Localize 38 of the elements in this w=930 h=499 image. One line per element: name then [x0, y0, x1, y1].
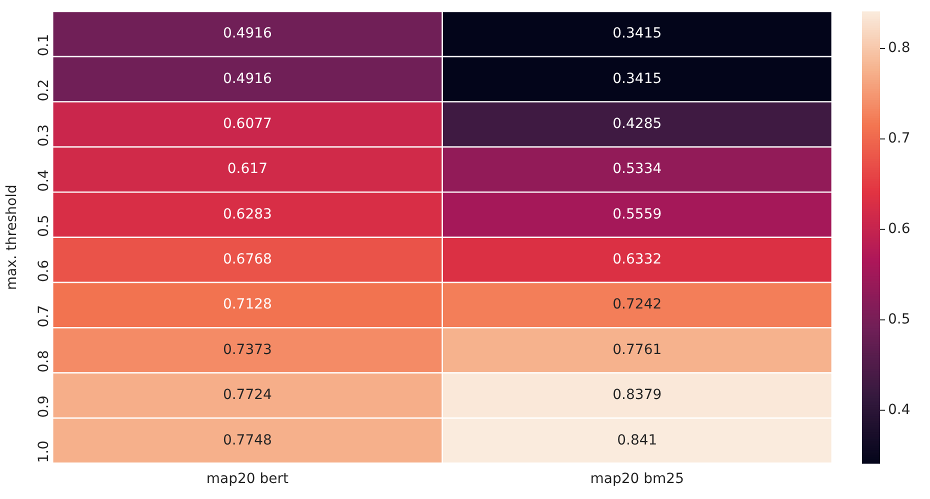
- data-label: 0.4916: [222, 70, 272, 87]
- color-bar-label: 0.4: [888, 402, 910, 418]
- data-label: 0.7724: [222, 387, 272, 404]
- data-label: 0.5334: [612, 161, 662, 178]
- data-label: 0.6077: [222, 116, 272, 132]
- color-bar-label: 0.7: [888, 130, 910, 147]
- color-bar-label: 0.6: [888, 221, 910, 238]
- x-tick-label: map20 bm25: [590, 471, 684, 488]
- data-label: 0.6283: [222, 206, 272, 222]
- y-tick-label: 0.2: [36, 79, 52, 102]
- data-label: 0.6768: [222, 252, 272, 268]
- y-axis-title: max. threshold: [4, 184, 20, 290]
- data-label: 0.7748: [222, 432, 272, 448]
- color-bar-label: 0.8: [888, 40, 910, 56]
- data-label: 0.7373: [222, 342, 272, 358]
- y-tick-label: 0.9: [36, 395, 52, 418]
- data-label: 0.7128: [222, 296, 272, 313]
- data-label: 0.8379: [612, 387, 662, 404]
- data-label: 0.617: [227, 161, 268, 178]
- data-label: 0.841: [617, 432, 658, 448]
- data-label: 0.4285: [612, 116, 662, 132]
- y-tick-label: 0.3: [36, 124, 52, 147]
- data-label: 0.5559: [612, 206, 662, 222]
- data-label: 0.7761: [612, 342, 662, 358]
- data-label: 0.3415: [612, 26, 662, 42]
- y-tick-label: 1.0: [36, 440, 52, 463]
- y-tick-label: 0.8: [36, 350, 52, 373]
- x-tick-label: map20 bert: [206, 471, 290, 488]
- y-tick-label: 0.6: [36, 260, 52, 282]
- y-tick-label: 0.7: [36, 305, 52, 328]
- data-label: 0.6332: [612, 252, 662, 268]
- y-tick-label: 0.4: [36, 169, 52, 192]
- color-bar-label: 0.5: [888, 311, 910, 328]
- data-label: 0.3415: [612, 70, 662, 87]
- data-label: 0.7242: [612, 296, 662, 313]
- data-label: 0.4916: [222, 26, 272, 42]
- y-tick-label: 0.1: [36, 34, 52, 56]
- y-tick-label: 0.5: [36, 214, 52, 237]
